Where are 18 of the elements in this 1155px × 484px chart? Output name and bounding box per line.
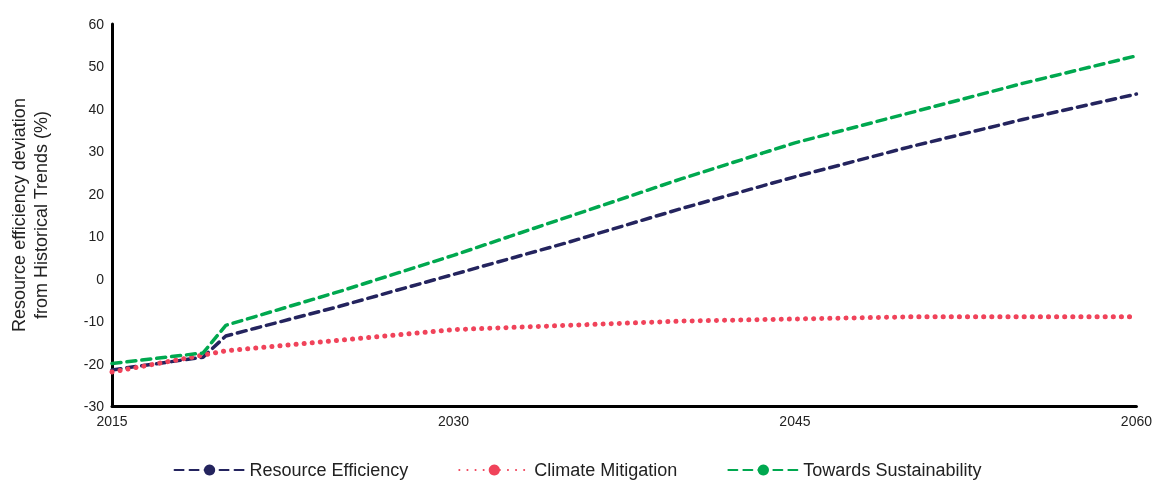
y-tick-label: 0: [96, 270, 105, 287]
legend-label: Climate Mitigation: [534, 460, 678, 480]
x-tick-label: 2045: [779, 413, 811, 429]
y-tick-label: 50: [88, 58, 105, 75]
y-tick-label: 20: [88, 185, 105, 202]
y-axis-title: Resource efficiency deviation from Historical Trends (%): [9, 98, 51, 332]
y-tick-label: 30: [88, 143, 105, 160]
y-tick-label: 10: [88, 228, 105, 245]
legend-label: Resource Efficiency: [249, 460, 409, 480]
x-tick-label: 2060: [1120, 413, 1153, 429]
y-tick-label: -30: [83, 398, 105, 414]
y-tick-label: 40: [88, 100, 105, 117]
y-tick-label: -20: [83, 355, 105, 372]
y-tick-label: 60: [88, 16, 105, 32]
y-tick-label: -10: [83, 313, 105, 330]
x-tick-label: 2015: [96, 413, 128, 429]
x-tick-label: 2030: [437, 413, 470, 429]
legend-label: Towards Sustainability: [803, 460, 982, 480]
